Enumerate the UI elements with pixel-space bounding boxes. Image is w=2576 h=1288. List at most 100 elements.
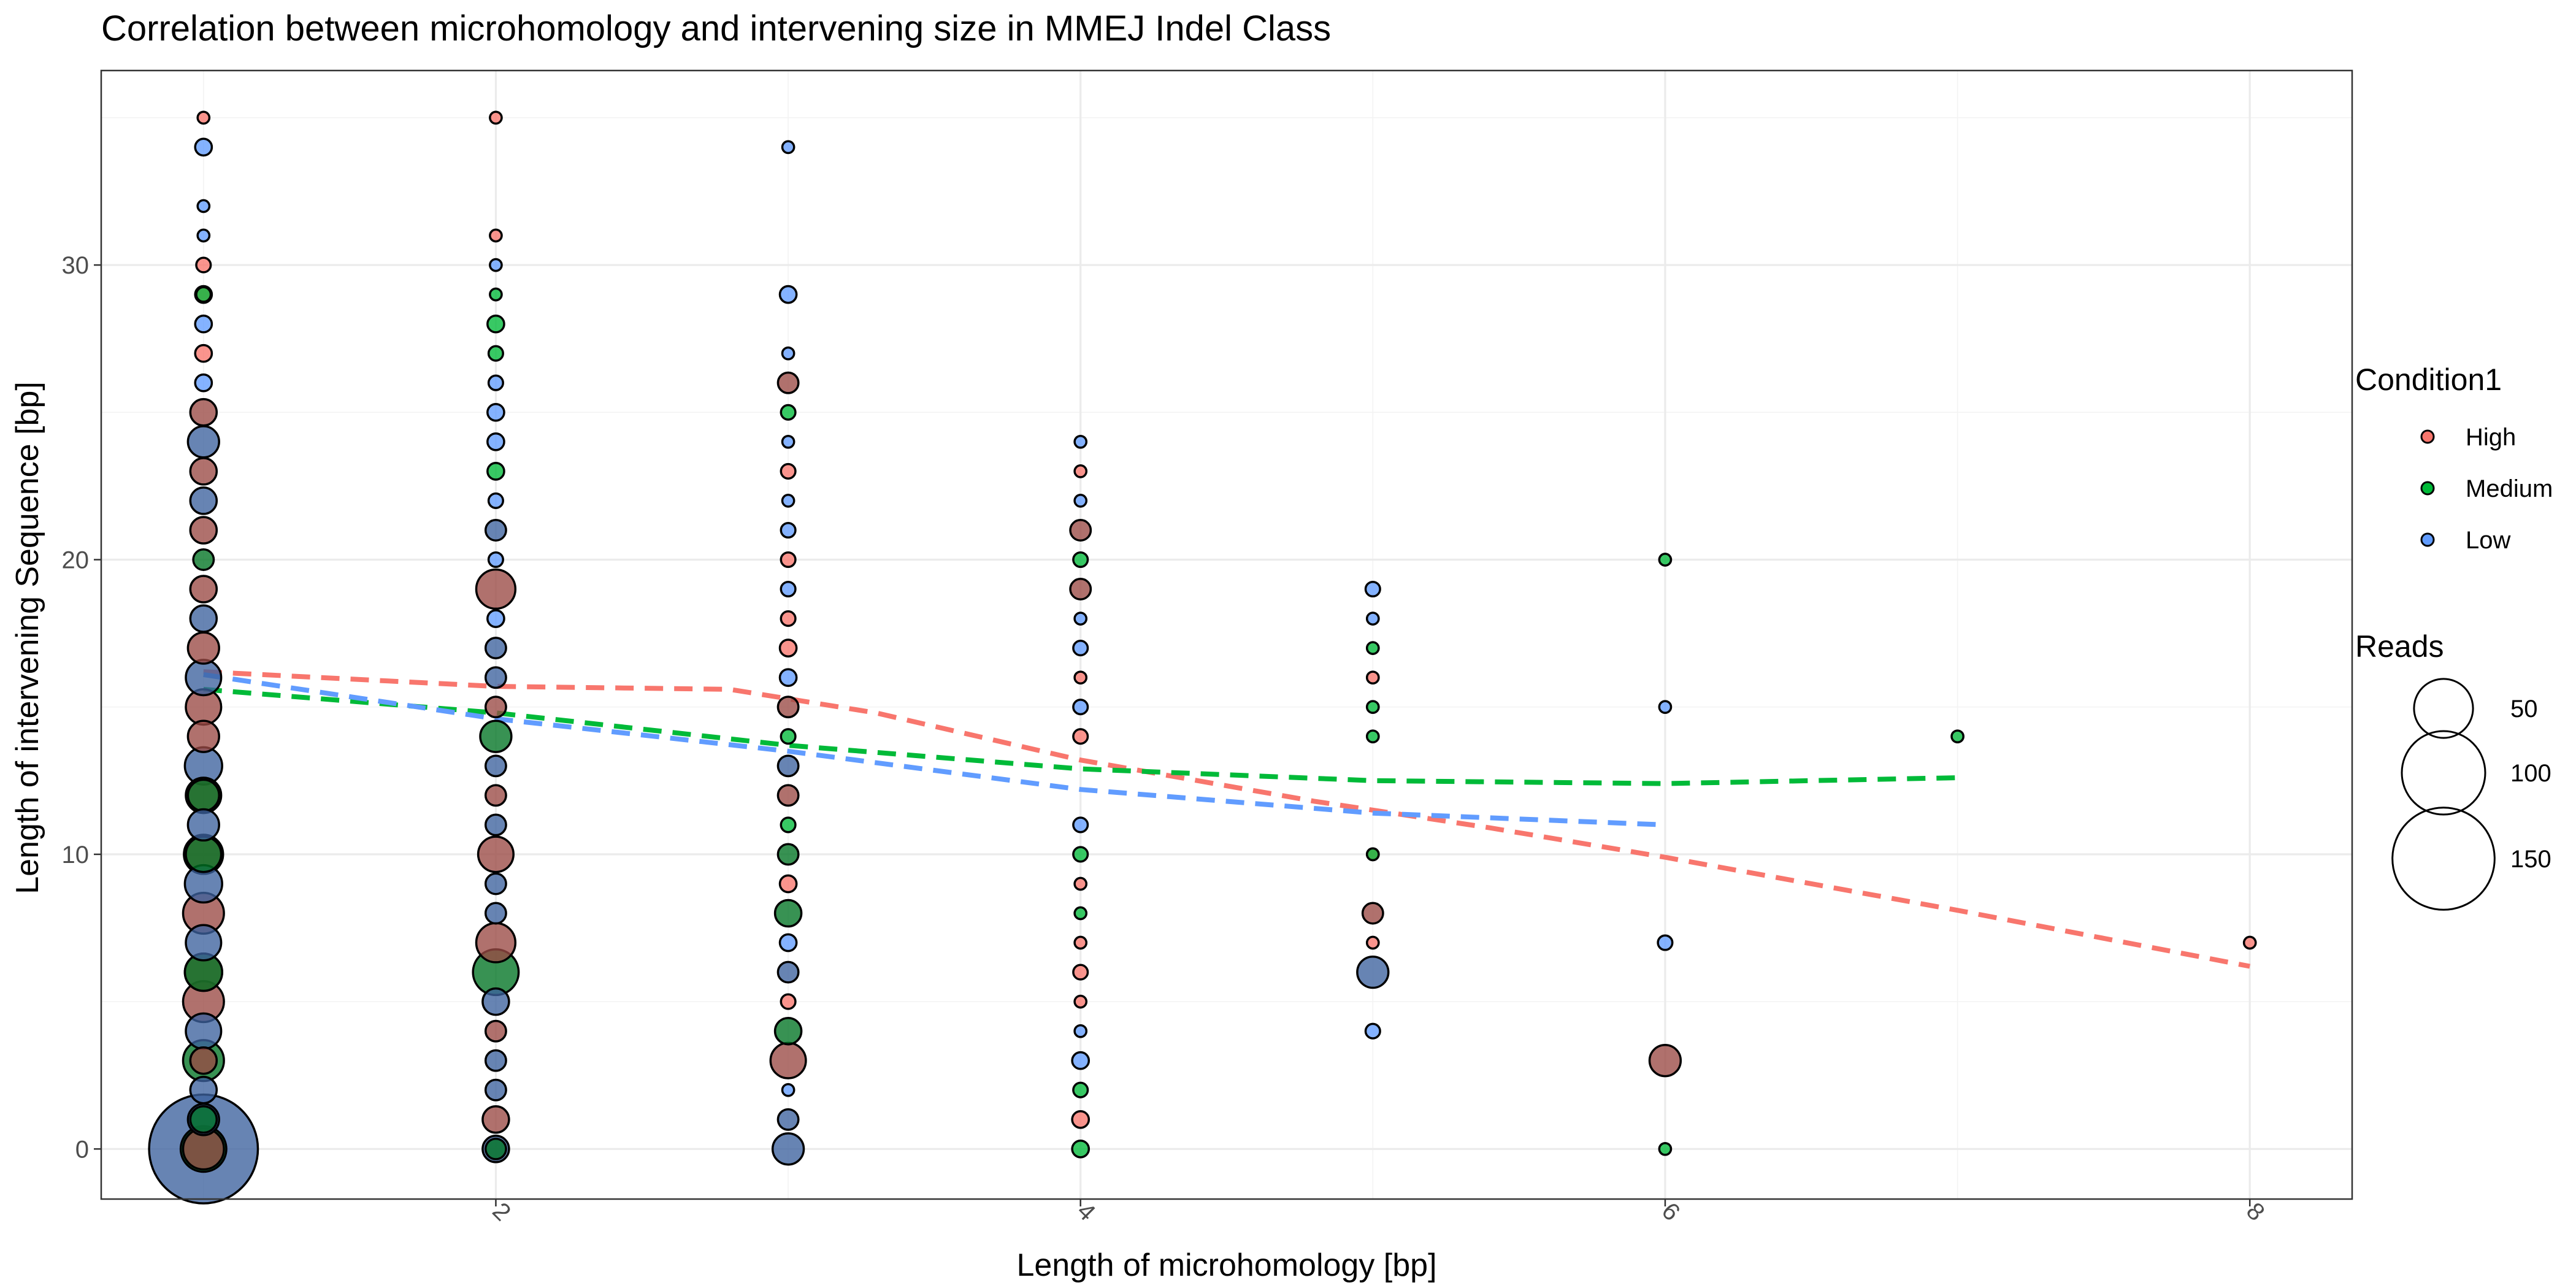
legend-size-label: 100 xyxy=(2510,760,2551,787)
data-point-medium xyxy=(486,314,505,334)
data-point-low xyxy=(196,228,211,243)
data-point-high xyxy=(769,1041,807,1079)
data-point-low xyxy=(185,1012,223,1050)
data-point-medium xyxy=(780,816,797,834)
data-point-high xyxy=(1361,902,1384,925)
data-point-high xyxy=(776,784,800,807)
data-point-high xyxy=(1072,728,1089,745)
data-point-high xyxy=(778,874,798,894)
data-point-low xyxy=(781,434,795,449)
data-point-high xyxy=(484,784,507,807)
data-point-low xyxy=(781,346,795,361)
data-point-low xyxy=(776,1108,800,1131)
legend-size-key xyxy=(2401,730,2486,816)
data-point-high xyxy=(1072,964,1089,981)
data-point-high xyxy=(780,551,797,569)
data-point-low xyxy=(1073,434,1088,449)
data-point-low xyxy=(189,1075,218,1105)
data-point-medium xyxy=(1365,641,1380,655)
data-point-medium xyxy=(1365,700,1380,715)
data-point-low xyxy=(185,924,223,962)
legend-label-low: Low xyxy=(2466,527,2510,554)
data-point-low xyxy=(1364,1022,1381,1040)
legend-key-medium xyxy=(2420,481,2435,496)
x-tick-label: 4 xyxy=(1071,1197,1100,1226)
data-point-low xyxy=(771,1132,805,1166)
data-point-medium xyxy=(486,462,505,481)
data-point-low xyxy=(194,314,213,334)
data-point-low xyxy=(781,1083,795,1097)
data-point-medium xyxy=(484,1137,507,1160)
data-point-high xyxy=(186,631,220,665)
data-point-low xyxy=(778,933,798,953)
data-point-low xyxy=(1072,699,1089,716)
data-point-low xyxy=(1073,494,1088,508)
data-point-high xyxy=(186,719,220,753)
data-point-medium xyxy=(776,843,800,866)
data-point-high xyxy=(489,110,503,125)
data-point-low xyxy=(1356,955,1390,989)
y-tick-label: 30 xyxy=(62,252,90,279)
data-point-low xyxy=(780,580,797,598)
legend-size-entries: 50 100 150 xyxy=(2391,678,2551,911)
smooth-lines xyxy=(203,669,2250,969)
data-point-low xyxy=(1658,700,1673,715)
data-point-low xyxy=(1657,934,1674,951)
data-point-low xyxy=(186,808,220,842)
data-point-medium xyxy=(479,719,513,753)
data-point-high xyxy=(189,457,218,486)
data-point-low xyxy=(778,668,798,688)
data-point-low xyxy=(486,432,505,451)
points xyxy=(148,110,2257,1205)
data-point-medium xyxy=(780,404,797,421)
legend-size-label: 150 xyxy=(2510,846,2551,873)
data-point-high xyxy=(1073,935,1088,950)
data-point-low xyxy=(484,902,507,925)
data-point-low xyxy=(486,402,505,422)
data-point-high xyxy=(1073,464,1088,478)
data-point-low xyxy=(484,872,507,895)
data-point-high xyxy=(484,1019,507,1043)
data-point-medium xyxy=(489,287,503,302)
axes: 0 10 20 30 2 4 6 8 xyxy=(62,252,2270,1226)
legend-key-low xyxy=(2420,532,2435,547)
data-point-high xyxy=(1069,519,1092,542)
data-point-low xyxy=(185,659,223,697)
data-point-high xyxy=(1071,1110,1091,1129)
data-point-high xyxy=(1073,670,1088,685)
data-point-low xyxy=(484,666,507,689)
legend-label-high: High xyxy=(2466,424,2516,451)
legend-size-key xyxy=(2391,807,2496,911)
data-point-low xyxy=(484,519,507,542)
data-point-low xyxy=(778,285,798,304)
data-point-medium xyxy=(195,286,212,303)
data-point-low xyxy=(487,551,504,569)
data-point-high xyxy=(481,1105,510,1134)
data-point-high xyxy=(780,993,797,1010)
data-point-low xyxy=(1365,611,1380,626)
data-point-high xyxy=(477,835,515,873)
data-point-high xyxy=(778,638,798,657)
data-point-high xyxy=(189,575,218,604)
data-point-high xyxy=(194,343,213,363)
legend-size-label: 50 xyxy=(2510,696,2538,723)
trend-line-high xyxy=(203,669,2250,969)
data-point-medium xyxy=(1658,553,1673,567)
data-point-low xyxy=(484,813,507,837)
data-point-high xyxy=(475,922,517,964)
data-point-medium xyxy=(1073,906,1088,921)
data-point-medium xyxy=(773,899,803,928)
legend-color-entries: High Medium Low xyxy=(2420,424,2553,554)
data-point-high xyxy=(1365,935,1380,950)
data-point-medium xyxy=(773,1016,803,1046)
data-point-high xyxy=(780,610,797,627)
legend-size-key xyxy=(2413,678,2474,739)
data-point-high xyxy=(1648,1044,1682,1078)
data-point-low xyxy=(489,258,503,272)
x-tick-label: 2 xyxy=(487,1197,516,1226)
panel-border xyxy=(100,69,2353,1200)
data-point-medium xyxy=(192,548,215,571)
data-point-high xyxy=(484,696,507,719)
data-point-low xyxy=(776,960,800,984)
